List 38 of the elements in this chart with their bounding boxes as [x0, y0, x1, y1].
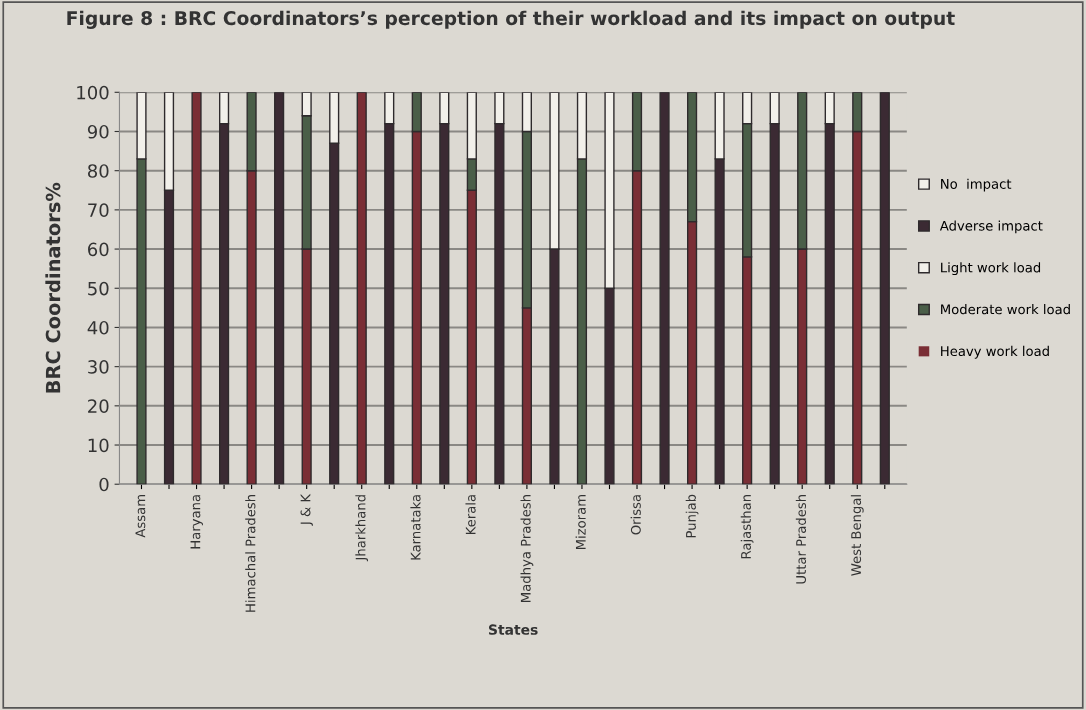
y-axis-title: BRC Coordinators% — [45, 182, 61, 393]
y-tick-label: 60 — [88, 242, 109, 257]
bar — [191, 92, 202, 485]
bar — [659, 92, 670, 485]
x-tick-label: Madhya Pradesh — [520, 495, 534, 602]
legend-label: Heavy work load — [941, 345, 1049, 359]
y-tick-label: 10 — [88, 438, 109, 453]
x-tick-label: Jharkhand — [355, 495, 368, 562]
legend-label: No impact — [941, 178, 1012, 192]
x-tick-label: Orissa — [630, 495, 641, 535]
y-tick-label: 70 — [88, 203, 109, 217]
y-tick-label: 40 — [87, 320, 109, 335]
x-tick-label: Himachal Pradesh — [245, 495, 256, 612]
y-tick-label: 50 — [88, 281, 109, 296]
chart-title: Figure 8 : BRC Coordinators’s perception of their workload and its impact on output — [67, 10, 955, 29]
y-tick-label: 90 — [87, 124, 109, 139]
x-tick-label: Kerala — [465, 495, 476, 535]
y-tick-label: 30 — [88, 360, 109, 374]
legend-label: Moderate work load — [941, 304, 1070, 315]
y-tick-label: 80 — [87, 164, 109, 178]
y-tick-label: 20 — [88, 399, 109, 413]
bar — [356, 92, 367, 485]
x-tick-label: Assam — [135, 495, 146, 538]
x-axis-title: States — [488, 624, 538, 635]
x-tick-label: Mizoram — [575, 495, 586, 550]
x-tick-label: Rajasthan — [740, 495, 754, 559]
legend-label: Adverse impact — [939, 220, 1043, 234]
y-tick-label: 100 — [77, 85, 109, 100]
x-tick-label: Haryana — [190, 495, 203, 549]
x-tick-label: Punjab — [685, 494, 699, 538]
x-tick-label: Uttar Pradesh — [795, 495, 807, 584]
x-tick-label: J & K — [300, 493, 313, 526]
legend-label: Light work load — [941, 262, 1041, 276]
bar — [274, 92, 285, 485]
x-tick-label: West Bengal — [850, 495, 864, 576]
x-tick-label: Karnataka — [410, 495, 421, 560]
bar — [879, 92, 890, 485]
y-tick-label: 0 — [99, 477, 109, 492]
